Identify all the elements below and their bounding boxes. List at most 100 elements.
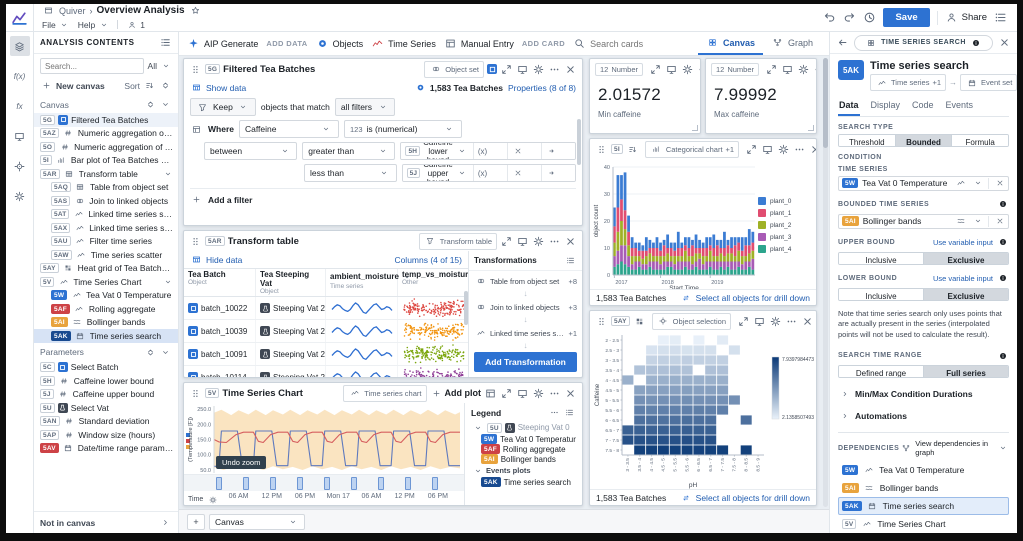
favorite-star-icon[interactable] bbox=[189, 4, 202, 17]
search-cards[interactable] bbox=[573, 37, 661, 50]
transform-table-chip[interactable]: Transform table bbox=[418, 232, 497, 250]
breadcrumb-app[interactable]: Quiver bbox=[59, 5, 86, 16]
time-series-chart-chip[interactable]: Time series chart bbox=[343, 384, 427, 402]
search-cards-input[interactable] bbox=[590, 38, 661, 49]
close-icon[interactable] bbox=[998, 36, 1011, 49]
sidebar-item-bar-plot-of-tea-batches-by-start-t[interactable]: 5I Bar plot of Tea Batches by Start T... bbox=[34, 154, 178, 168]
events-strip[interactable] bbox=[184, 473, 464, 492]
dependency-time-series-search[interactable]: 5AK Time series search bbox=[838, 497, 1009, 515]
drag-handle-icon[interactable] bbox=[595, 315, 608, 328]
undo-icon[interactable] bbox=[823, 11, 836, 24]
apply-icon[interactable] bbox=[540, 143, 575, 159]
share-button[interactable]: Share bbox=[945, 11, 987, 24]
sidebar-item-caffeine-upper-bound[interactable]: 5J Caffeine upper bound bbox=[34, 388, 178, 402]
file-menu[interactable]: File bbox=[42, 18, 71, 31]
list-icon[interactable] bbox=[564, 254, 577, 267]
canvas-scrollbar[interactable] bbox=[823, 58, 828, 507]
collapse-all-icon[interactable] bbox=[144, 98, 157, 111]
transform-table[interactable]: Tea Batch Object Tea Steeping Vat Object amb… bbox=[184, 268, 468, 377]
sidebar-item-transform-table[interactable]: 5AR Transform table bbox=[34, 167, 178, 181]
gear-icon[interactable] bbox=[532, 235, 545, 248]
event-marker[interactable] bbox=[270, 476, 277, 490]
legend-item[interactable]: 5AI Bollinger bands bbox=[471, 454, 576, 464]
event-marker[interactable] bbox=[215, 476, 222, 490]
range-op-select[interactable]: between bbox=[204, 142, 298, 160]
table-row[interactable]: batch_10114 Steeping Vat 2 bbox=[184, 366, 468, 377]
column-header-tea-steeping-vat[interactable]: Tea Steeping Vat Object bbox=[256, 269, 326, 296]
canvas[interactable]: 5G Filtered Tea Batches Object set S bbox=[179, 56, 829, 509]
show-data-link[interactable]: Show data bbox=[190, 81, 246, 94]
remove-filter-icon[interactable] bbox=[506, 165, 541, 181]
add-plot-button[interactable]: Add plot bbox=[430, 387, 481, 400]
lt-select[interactable]: less than bbox=[304, 164, 397, 182]
apply-icon[interactable] bbox=[540, 165, 575, 181]
sidebar-item-caffeine-lower-bound[interactable]: 5H Caffeine lower bound bbox=[34, 374, 178, 388]
tab-events[interactable]: Events bbox=[945, 100, 974, 110]
add-manual-entry-button[interactable]: Manual Entry bbox=[444, 37, 514, 50]
output-type-chip[interactable]: Event set bbox=[960, 74, 1017, 91]
resize-handle[interactable] bbox=[692, 125, 698, 131]
monitor-icon[interactable] bbox=[516, 235, 529, 248]
transformation-step[interactable]: Linked time series sen... +1 bbox=[474, 325, 577, 341]
segment-full-series[interactable]: Full series bbox=[923, 366, 1008, 377]
tab-display[interactable]: Display bbox=[870, 100, 901, 110]
segment-exclusive[interactable]: Exclusive bbox=[923, 288, 1008, 300]
sidebar-item-time-series-search[interactable]: 5AK Time series search bbox=[34, 329, 178, 343]
table-row[interactable]: batch_10039 Steeping Vat 2 bbox=[184, 320, 468, 343]
operator-select[interactable]: 123 is (numerical) bbox=[343, 120, 462, 138]
sidebar-item-date-time-range-parameter[interactable]: 5AV Date/time range parameter bbox=[34, 442, 178, 456]
chevron-down-icon[interactable] bbox=[159, 346, 172, 359]
monitor-icon[interactable] bbox=[761, 143, 774, 156]
legend-item[interactable]: 5W Tea Vat 0 Temperature bbox=[471, 434, 576, 444]
legend-group[interactable]: 5U Steeping Vat 0 bbox=[471, 421, 576, 434]
event-marker[interactable] bbox=[351, 476, 358, 490]
close-icon[interactable] bbox=[809, 143, 816, 156]
gear-icon[interactable] bbox=[206, 493, 219, 505]
more-icon[interactable] bbox=[785, 315, 798, 328]
card-heat-grid[interactable]: 5AY Heat g... Object selection 2 - 2.52.… bbox=[589, 310, 817, 506]
sidebar-item-filtered-tea-batches[interactable]: 5G Filtered Tea Batches bbox=[34, 113, 178, 127]
sidebar-item-table-from-object-set[interactable]: 5AQ Table from object set bbox=[34, 181, 178, 195]
legend-item-plant_2[interactable]: plant_2 bbox=[758, 221, 814, 229]
gear-icon[interactable] bbox=[797, 63, 810, 76]
legend-item-plant_3[interactable]: plant_3 bbox=[758, 233, 814, 241]
expand-icon[interactable] bbox=[500, 387, 513, 400]
gear-icon[interactable] bbox=[532, 387, 545, 400]
variable-button[interactable]: (x) bbox=[472, 143, 507, 159]
object-set-chip[interactable]: Object set bbox=[424, 60, 484, 78]
legend-item-plant_1[interactable]: plant_1 bbox=[758, 209, 814, 217]
tab-canvas[interactable]: Canvas bbox=[697, 32, 763, 55]
card-bar-plot[interactable]: 5I Bar pl Categorical chart+1 0102030402… bbox=[589, 138, 817, 306]
event-marker[interactable] bbox=[378, 476, 385, 490]
event-marker[interactable] bbox=[242, 476, 249, 490]
undo-zoom-button[interactable]: Undo zoom bbox=[216, 456, 267, 469]
monitor-icon[interactable] bbox=[665, 63, 678, 76]
gear-icon[interactable] bbox=[681, 63, 694, 76]
collapse-all-icon[interactable] bbox=[144, 346, 157, 359]
close-icon[interactable] bbox=[564, 63, 577, 76]
panel-tab[interactable]: TIME SERIES SEARCH bbox=[854, 34, 993, 51]
add-objects-button[interactable]: Objects bbox=[316, 37, 363, 50]
expand-icon[interactable] bbox=[649, 63, 662, 76]
list-icon[interactable] bbox=[563, 406, 576, 419]
aip-generate-button[interactable]: AIP Generate bbox=[187, 37, 258, 50]
more-icon[interactable] bbox=[813, 63, 816, 76]
time-series-chart[interactable]: 50.0 100.0 150.0 200.0 250.0(Temperature [F]… bbox=[184, 403, 464, 474]
keep-select[interactable]: Keep bbox=[190, 98, 256, 116]
number-chip[interactable]: 12 Number bbox=[595, 62, 644, 76]
g ear-icon[interactable] bbox=[777, 143, 790, 156]
sidebar-item-select-batch[interactable]: 5C Select Batch bbox=[34, 361, 178, 375]
expand-icon[interactable] bbox=[500, 63, 513, 76]
upper-bound-chip[interactable]: 5J Caffeine upper bound (x) bbox=[401, 164, 576, 182]
properties-link[interactable]: Properties (8 of 8) bbox=[507, 82, 576, 93]
lower-bound-chip[interactable]: 5H Caffeine lower bound (x) bbox=[400, 142, 576, 160]
categorical-chart-chip[interactable]: Categorical chart +1 bbox=[644, 140, 740, 158]
sidebar-item-rolling-aggregate[interactable]: 5AF Rolling aggregate bbox=[34, 302, 178, 316]
segment-inclusive[interactable]: Inclusive bbox=[839, 288, 923, 300]
columns-link[interactable]: Columns (4 of 15) bbox=[394, 254, 462, 265]
segment-threshold[interactable]: Threshold bbox=[839, 135, 895, 146]
chevron-down-icon[interactable] bbox=[971, 177, 984, 190]
drill-down-link[interactable]: Select all objects for drill down bbox=[680, 491, 810, 504]
add-time-series-button[interactable]: Time Series bbox=[371, 37, 436, 50]
gear-icon[interactable] bbox=[532, 63, 545, 76]
